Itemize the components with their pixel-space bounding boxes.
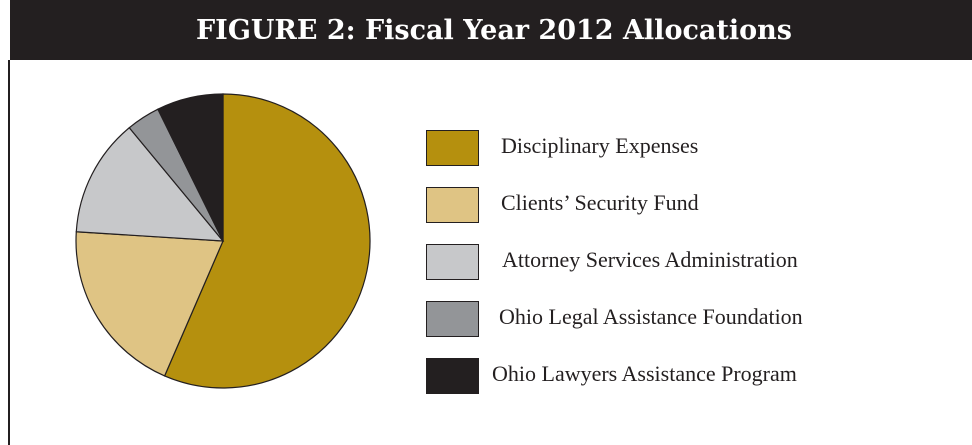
legend-swatch [426, 301, 479, 337]
pie-slice-3 [75, 126, 225, 242]
left-border-rule [8, 60, 10, 445]
legend-label: Disciplinary Expenses [501, 133, 699, 158]
pie-slice-5 [157, 93, 224, 242]
legend-label: Ohio Lawyers Assistance Program [492, 361, 797, 386]
pie-slice-2 [75, 231, 224, 377]
legend-label: Attorney Services Administration [502, 247, 798, 272]
legend-label: Clients’ Security Fund [501, 190, 699, 215]
pie-slice-1 [163, 93, 371, 389]
legend-swatch [426, 358, 479, 394]
figure-title: FIGURE 2: Fiscal Year 2012 Allocations [10, 0, 972, 60]
legend-swatch [426, 187, 479, 223]
legend-swatch [426, 244, 479, 280]
legend-swatch [426, 130, 479, 166]
legend-label: Ohio Legal Assistance Foundation [499, 304, 803, 329]
